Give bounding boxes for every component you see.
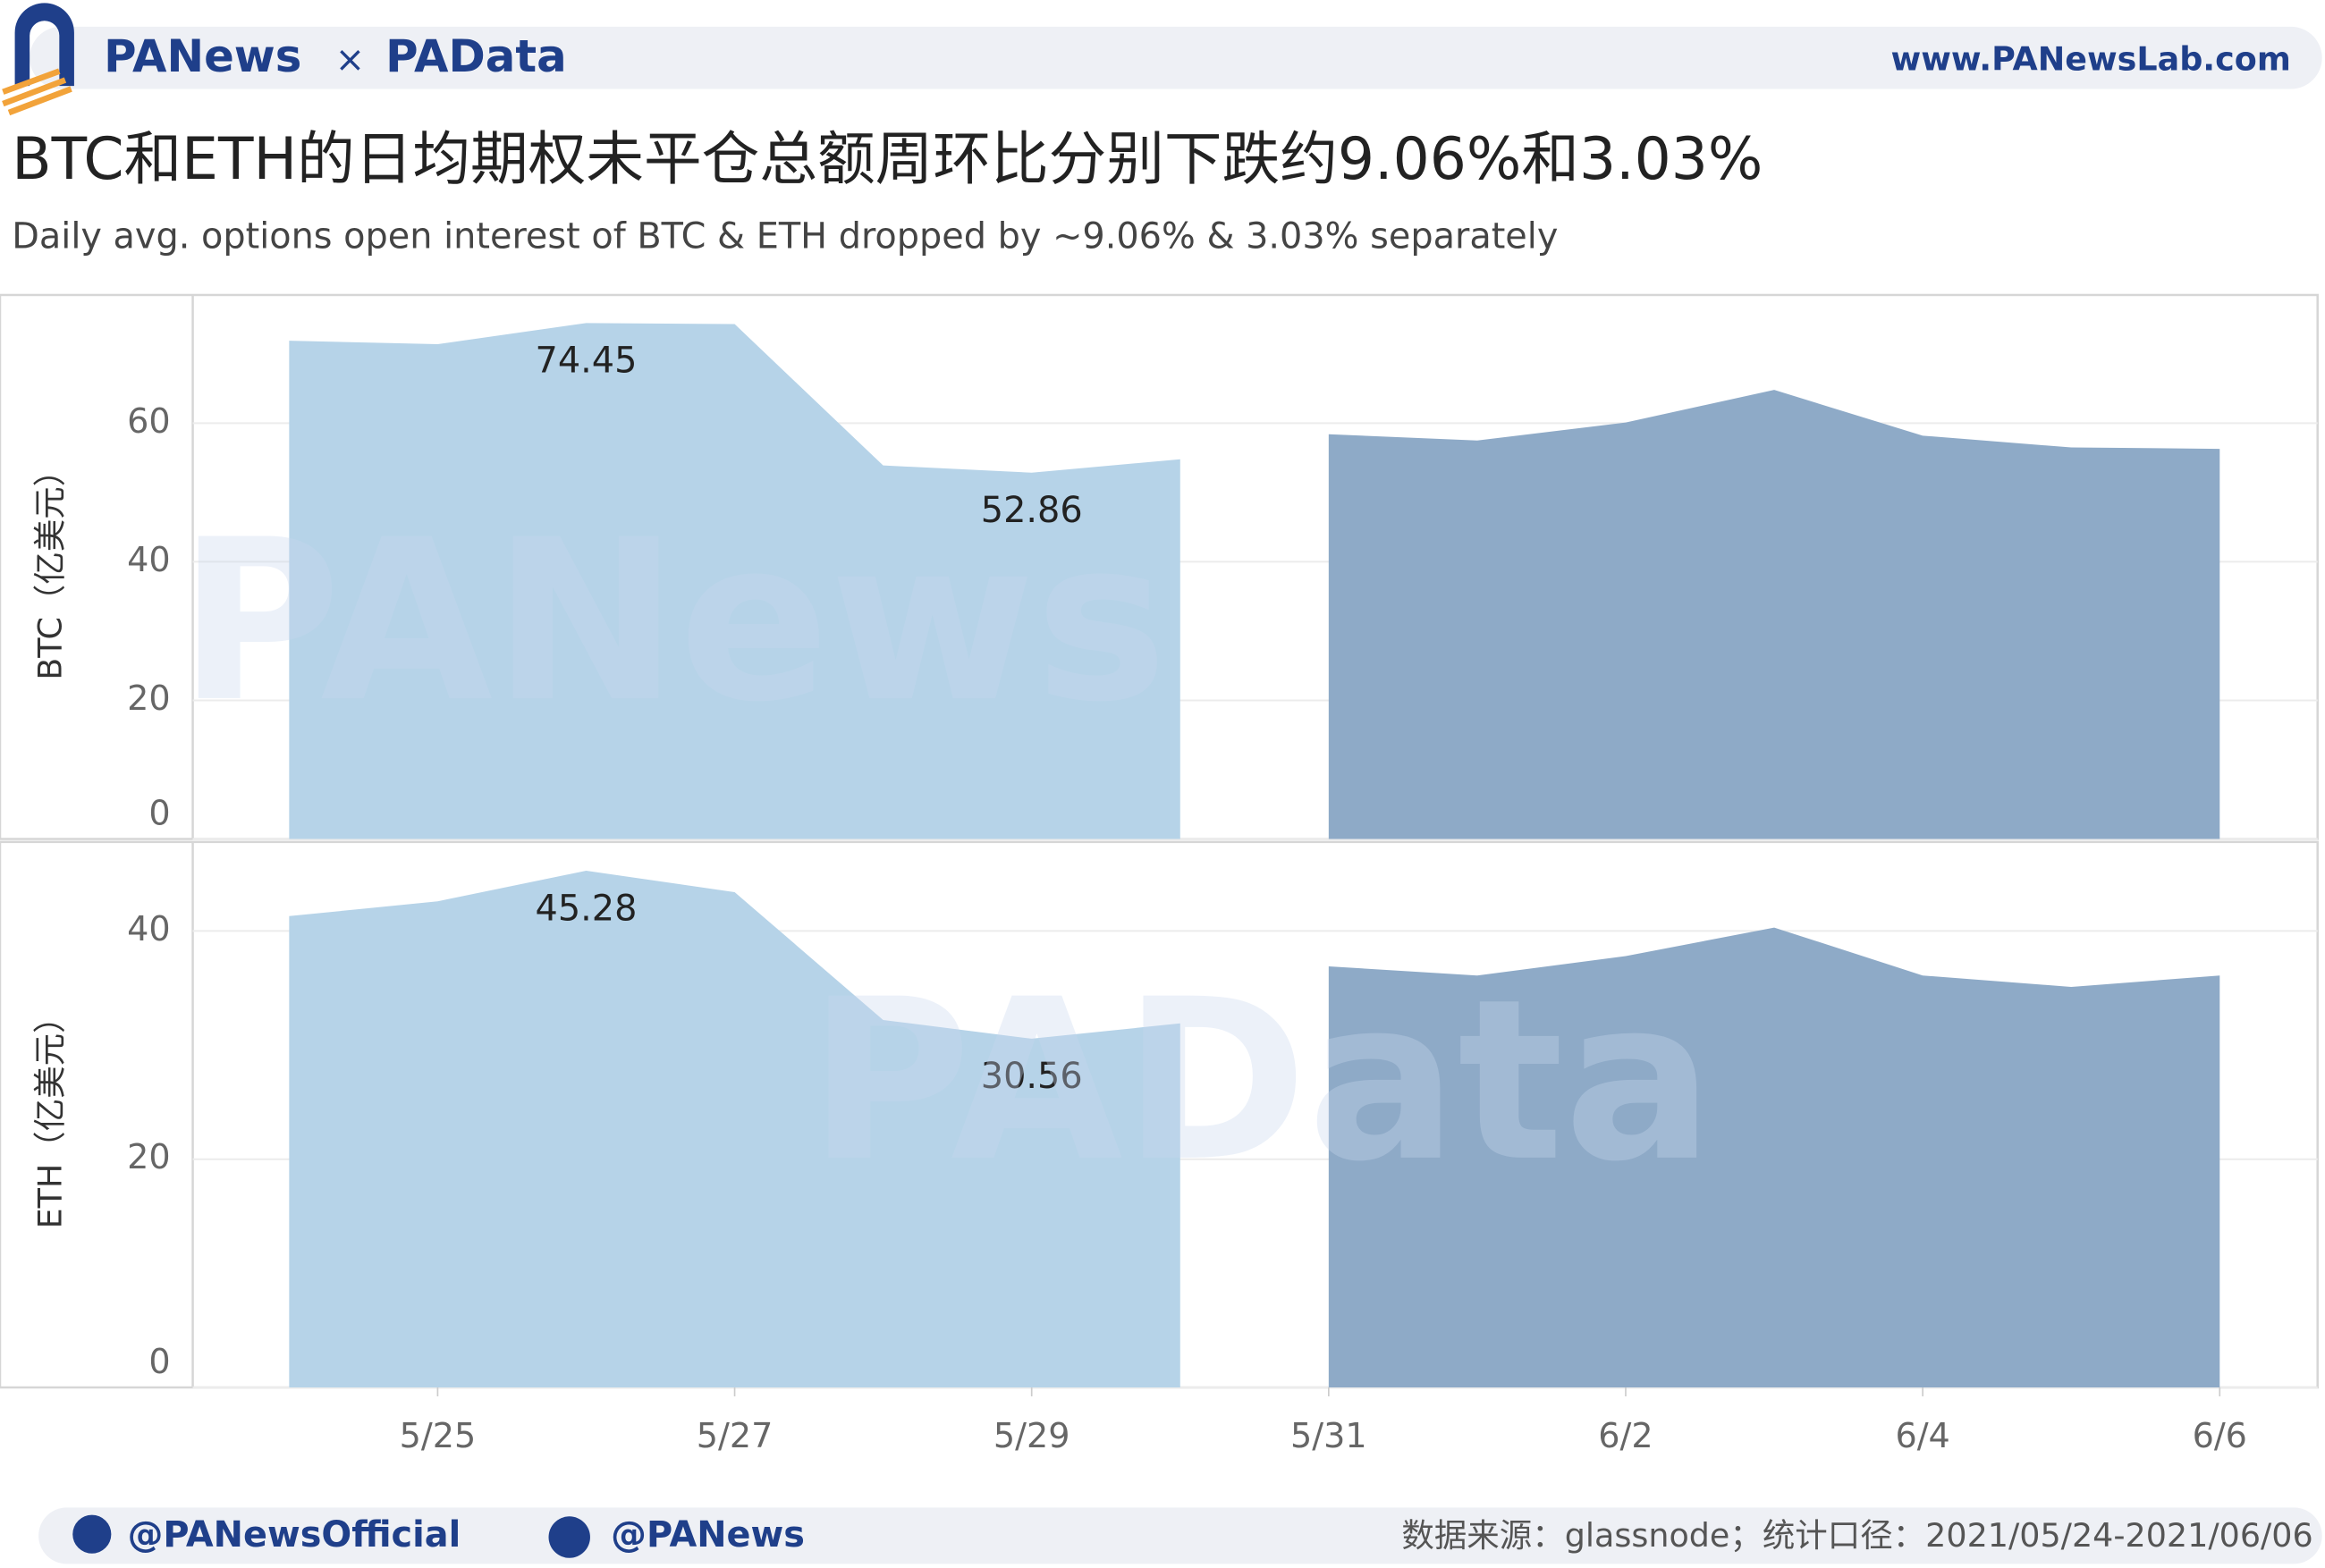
y-tick-label: 0	[148, 1342, 170, 1381]
y-tick-label: 40	[127, 909, 171, 948]
y-tick-label: 20	[127, 679, 171, 718]
data-label: 45.28	[536, 888, 638, 929]
data-label: 74.45	[536, 341, 638, 382]
x-tick-label: 5/27	[697, 1416, 774, 1455]
area	[1328, 390, 2220, 839]
x-tick-label: 5/25	[400, 1416, 477, 1455]
x-tick-label: 6/4	[1895, 1416, 1949, 1455]
watermark: PANews	[178, 492, 1168, 751]
x-tick-label: 6/6	[2193, 1416, 2247, 1455]
brand: PANews	[104, 30, 301, 82]
header-bar	[30, 26, 2322, 89]
area	[289, 871, 1180, 1388]
y-axis-title: ETH（亿美元）	[31, 1000, 70, 1228]
data-label: 52.86	[981, 490, 1083, 531]
y-tick-label: 0	[148, 793, 170, 832]
subtitle: Daily avg. options open interest of BTC …	[12, 215, 1558, 257]
y-axis-title: BTC（亿美元）	[31, 454, 70, 680]
weibo-icon	[548, 1516, 590, 1558]
source: 数据来源：glassnode；统计口径：2021/05/24-2021/06/0…	[1401, 1516, 2312, 1555]
footer-bar	[38, 1507, 2322, 1564]
weibo: @PANews	[611, 1514, 805, 1555]
title: BTC和ETH的日均期权未平仓总额周环比分别下跌约9.06%和3.03%	[12, 126, 1763, 193]
y-tick-label: 20	[127, 1137, 171, 1176]
twitter: @PANewsOfficial	[128, 1514, 461, 1555]
x-tick-label: 5/31	[1290, 1416, 1367, 1455]
url: www.PANewsLab.com	[1891, 39, 2291, 78]
y-tick-label: 60	[127, 401, 171, 441]
brand-cross: ×	[335, 39, 365, 80]
area	[289, 323, 1180, 839]
area	[1328, 927, 2220, 1388]
logo-stripes	[2, 68, 72, 116]
watermark: PAData	[808, 951, 1714, 1210]
x-tick-label: 6/2	[1598, 1416, 1653, 1455]
brand: PAData	[385, 30, 567, 82]
y-tick-label: 40	[127, 540, 171, 579]
data-label: 30.56	[981, 1056, 1083, 1097]
x-tick-label: 5/29	[993, 1416, 1070, 1455]
twitter-icon	[72, 1514, 112, 1554]
